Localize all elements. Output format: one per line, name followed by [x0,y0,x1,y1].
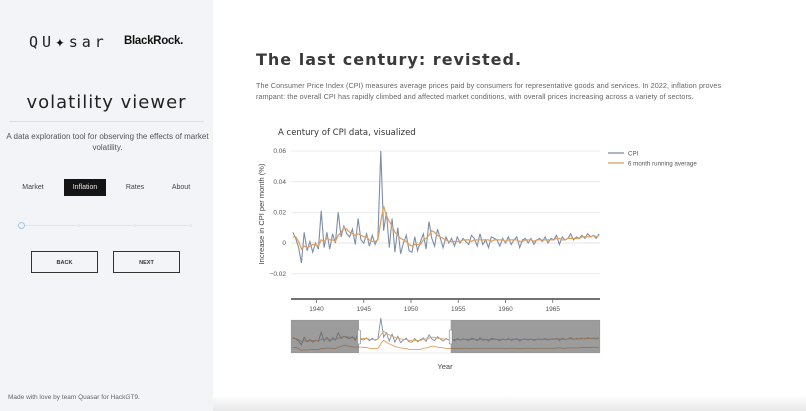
tab-about[interactable]: About [171,184,191,191]
y-tick-label: 0.06 [273,148,286,155]
x-axis-ticks: 1940 1945 1950 1955 1960 1965 [309,299,560,313]
legend-item-cpi[interactable]: CPI [608,151,639,158]
quasar-logo-end: SAR [68,33,108,51]
app-title: volatility viewer [26,92,187,113]
tab-market[interactable]: Market [22,184,44,191]
footer-credit: Made with love by team Quasar for HackGT… [8,394,140,401]
legend-average-label: 6 month running average [628,161,697,168]
back-button[interactable]: BACK [31,251,98,273]
y-axis-title: Increase in CPI per month (%) [257,163,266,264]
running-average-line [292,206,600,251]
stepper-step-1[interactable] [18,222,25,229]
y-tick-label: 0.04 [273,179,286,186]
slider-mask-right [450,320,600,353]
next-button[interactable]: NEXT [113,251,180,273]
plot-area[interactable] [292,150,600,263]
x-tick-label: 1940 [309,306,324,313]
cpi-line [292,150,600,263]
tab-bar: Market Inflation Rates About [0,179,213,196]
x-tick-label: 1950 [404,306,419,313]
x-tick-label: 1965 [546,306,561,313]
stepper-track [24,225,192,226]
progress-stepper[interactable] [18,222,194,230]
tab-rates[interactable]: Rates [125,184,145,191]
y-tick-label: 0.02 [273,210,286,217]
stepper-step-2[interactable] [77,224,80,227]
sidebar: QU✦SAR BlackRock. volatility viewer A da… [0,0,213,411]
x-tick-label: 1945 [357,306,372,313]
y-tick-label: 0 [282,240,286,247]
y-tick-label: −0.02 [270,271,287,278]
app-description: A data exploration tool for observing th… [6,132,209,152]
quasar-logo-start: QU [29,33,56,51]
page-description: The Consumer Price Index (CPI) measures … [256,81,722,101]
stepper-step-3[interactable] [133,224,136,227]
y-axis-ticks: −0.02 0 0.02 0.04 0.06 [270,148,287,278]
blackrock-logo: BlackRock. [124,35,184,47]
x-axis-title: Year [437,362,453,371]
slider-mask-left [291,320,360,353]
quasar-logo: QU✦SAR [29,32,108,51]
divider [9,121,204,122]
window-bottom-edge [213,395,806,411]
tab-inflation[interactable]: Inflation [64,179,106,196]
range-slider[interactable] [290,317,601,354]
chart-gridlines [291,150,600,275]
x-tick-label: 1960 [498,306,513,313]
slider-handle-left[interactable] [357,329,361,345]
chart-title: A century of CPI data, visualized [278,128,416,138]
page-title: The last century: revisted. [256,50,523,69]
x-tick-label: 1955 [451,306,466,313]
legend-item-running-average[interactable]: 6 month running average [608,161,697,168]
logo-bar: QU✦SAR BlackRock. [0,32,213,52]
slider-handle-right[interactable] [448,329,453,345]
stepper-step-4[interactable] [189,224,192,227]
sparkle-icon: ✦ [55,32,69,51]
chart-legend: CPI 6 month running average [608,151,697,168]
legend-cpi-label: CPI [628,151,639,158]
